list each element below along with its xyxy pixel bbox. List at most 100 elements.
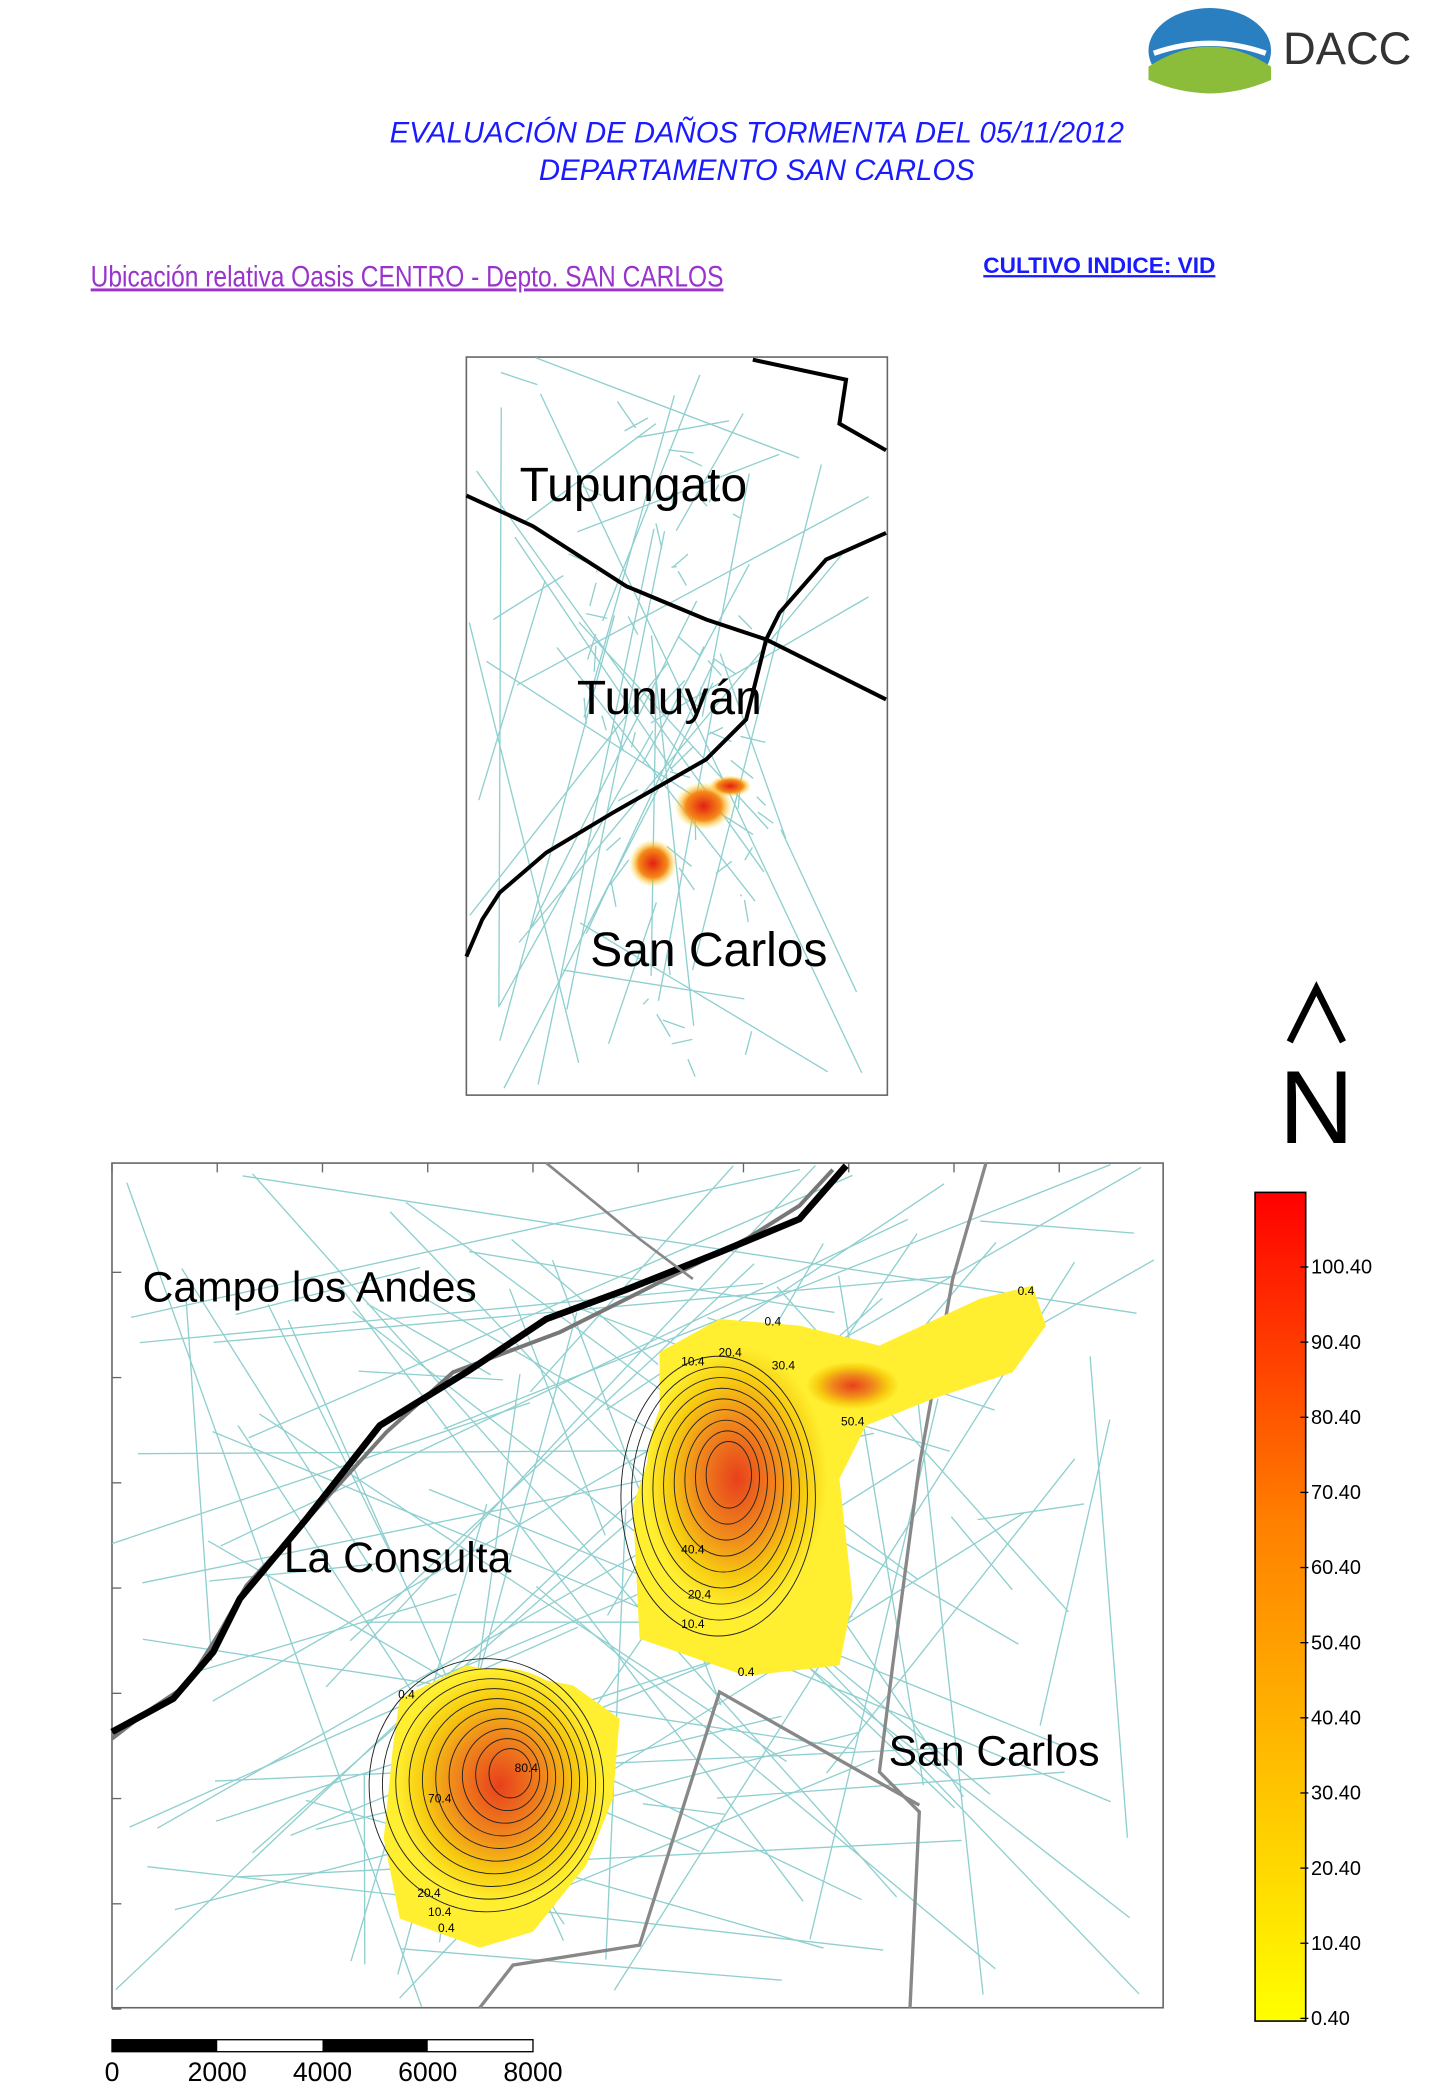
road (209, 1562, 379, 1582)
logo: DACC (1148, 7, 1411, 94)
map-label: La Consulta (284, 1534, 512, 1582)
scale-label: 4000 (293, 2057, 352, 2087)
road (235, 1266, 421, 1316)
road (237, 1839, 962, 1878)
road (469, 662, 669, 916)
road (650, 681, 657, 976)
inset-map: Tupungato Tunuyán San Carlos (464, 356, 889, 1096)
legend: 100.40 90.40 80.40 70.40 60.40 50.40 40.40 30.4… (1254, 1191, 1372, 2030)
contour (461, 1728, 549, 1824)
title: DEPARTAMENTO SAN CARLOS (539, 154, 975, 187)
road (977, 1503, 1085, 1521)
road (358, 1370, 504, 1381)
road (730, 759, 754, 779)
road (672, 553, 689, 568)
map-label: Campo los Andes (143, 1264, 477, 1312)
contour (631, 1366, 808, 1621)
contour (652, 1387, 792, 1589)
contour (684, 1419, 768, 1541)
road (739, 894, 743, 897)
road (666, 953, 671, 976)
road (610, 881, 617, 907)
road (833, 1665, 991, 1795)
road (1039, 1419, 1111, 1726)
road (586, 633, 597, 660)
legend-bar (1254, 1191, 1307, 2022)
contour (395, 1678, 589, 1887)
north-arrow: N (1279, 981, 1354, 1166)
inset-label: Tupungato (520, 459, 748, 512)
contour (368, 1658, 605, 1913)
road (498, 407, 502, 1008)
main-map: 0.4 10.4 20.4 30.4 40.4 50.4 0.4 10.4 20.4 80.4 70… (110, 1162, 1164, 2010)
road (528, 1758, 875, 1903)
road (650, 635, 695, 1026)
road (613, 725, 625, 752)
road (366, 1302, 492, 1376)
road (267, 1304, 403, 1576)
road (642, 943, 645, 946)
road (679, 694, 701, 708)
road (664, 680, 686, 703)
contour (475, 1738, 541, 1812)
north-label: N (1279, 1050, 1354, 1166)
road (126, 1182, 423, 2007)
road (910, 1339, 984, 1995)
map-label: San Carlos (889, 1727, 1100, 1775)
road (756, 796, 767, 806)
road (535, 357, 800, 459)
contour-label: 10.4 (681, 1617, 705, 1631)
legend-label: 50.40 (1311, 1632, 1361, 1654)
road (698, 687, 702, 707)
contour (421, 1698, 573, 1862)
scale-bar: 0 2000 4000 6000 8000 (105, 2039, 563, 2087)
road (950, 1516, 1013, 1591)
road (708, 484, 720, 503)
inset-label: San Carlos (590, 924, 827, 977)
road (696, 494, 708, 507)
road (743, 899, 749, 923)
contour (705, 1441, 752, 1509)
road (556, 647, 756, 902)
road (516, 496, 870, 686)
road (518, 551, 845, 943)
legend-label: 40.40 (1311, 1707, 1361, 1729)
legend-label: 70.40 (1311, 1482, 1361, 1504)
road (671, 1038, 693, 1045)
contour (641, 1377, 800, 1605)
road (252, 1173, 898, 1898)
road (535, 1585, 996, 1970)
road (601, 715, 607, 731)
road (499, 615, 616, 1041)
legend-label: 30.40 (1311, 1783, 1361, 1805)
contour (695, 1430, 760, 1525)
road (492, 574, 564, 621)
road (656, 1013, 671, 1038)
road (691, 464, 823, 971)
road (523, 423, 657, 523)
road (194, 1593, 457, 1674)
road (583, 395, 675, 718)
contour-label: 10.4 (428, 1905, 452, 1919)
legend-label: 80.40 (1311, 1407, 1361, 1429)
road (579, 922, 829, 1073)
road (577, 453, 780, 533)
road (757, 811, 774, 824)
inset-label: Tunuyán (577, 672, 762, 725)
road (514, 536, 674, 772)
road (719, 653, 787, 840)
contour-label: 20.4 (417, 1886, 441, 1900)
legend-label: 60.40 (1311, 1557, 1361, 1579)
legend-label: 20.40 (1311, 1858, 1361, 1880)
contour (408, 1688, 581, 1875)
subtitle: Ubicación relativa Oasis CENTRO - Depto.… (91, 260, 724, 293)
contour-label: 50.4 (841, 1415, 865, 1429)
road (670, 746, 694, 769)
road (687, 1058, 696, 1077)
road (636, 420, 730, 439)
contour-label: 10.4 (681, 1355, 705, 1369)
legend-label: 10.40 (1311, 1933, 1361, 1955)
title: EVALUACIÓN DE DAÑOS TORMENTA DEL 05/11/2… (390, 116, 1124, 150)
contour-label: 0.4 (738, 1665, 755, 1679)
